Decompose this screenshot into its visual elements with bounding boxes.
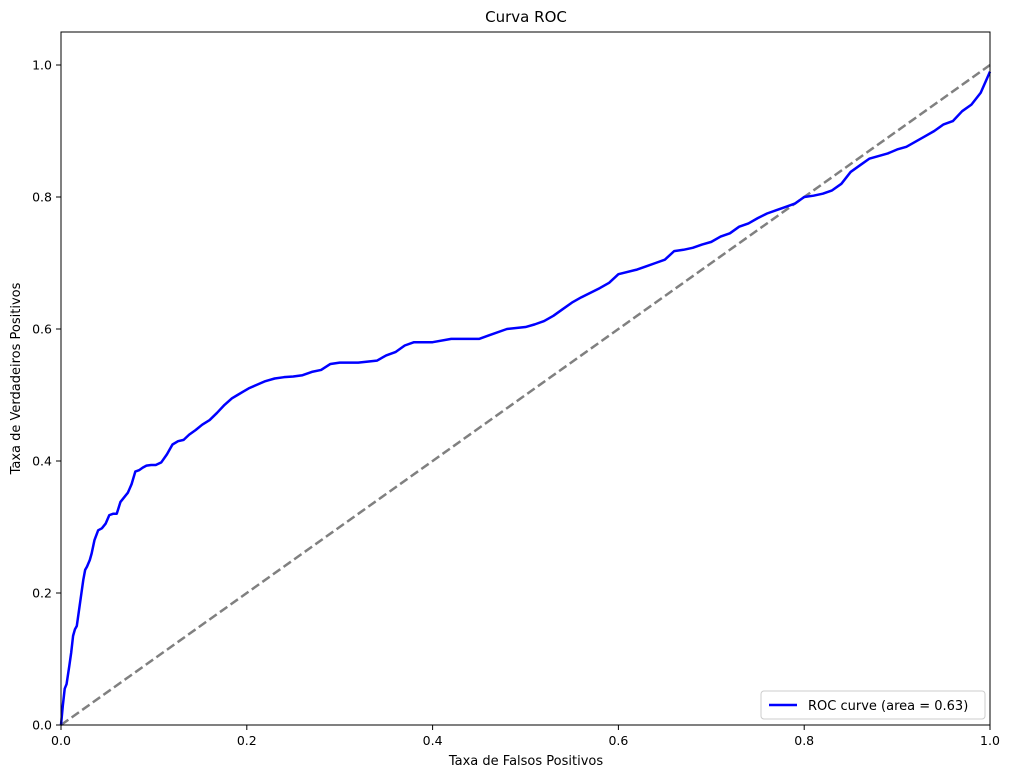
y-tick-label: 0.0 [32, 718, 52, 733]
legend: ROC curve (area = 0.63) [760, 690, 986, 720]
x-tick-label: 0.0 [51, 733, 71, 748]
y-tick-label: 0.2 [32, 586, 52, 601]
y-tick-label: 0.6 [32, 322, 52, 337]
x-tick-label: 0.2 [237, 733, 257, 748]
x-axis-label: Taxa de Falsos Positivos [448, 754, 603, 769]
chance-diagonal-line [60, 63, 991, 727]
legend-box [760, 690, 986, 720]
roc-curve-line [59, 71, 992, 726]
y-axis-label: Taxa de Verdadeiros Positivos [9, 282, 24, 475]
x-tick-label: 0.4 [423, 733, 443, 748]
x-tick-label: 1.0 [980, 733, 1000, 748]
x-tick-label: 0.8 [794, 733, 814, 748]
x-tick-label: 0.6 [608, 733, 628, 748]
chart-title: Curva ROC [485, 8, 567, 26]
y-tick-label: 0.4 [32, 454, 52, 469]
y-axis-ticks: 0.0 0.2 0.4 0.6 0.8 1.0 [32, 58, 61, 733]
y-tick-label: 0.8 [32, 190, 52, 205]
x-axis-ticks: 0.0 0.2 0.4 0.6 0.8 1.0 [51, 725, 1000, 748]
legend-label-roc: ROC curve (area = 0.63) [808, 699, 968, 714]
plot-area [61, 32, 990, 725]
plot-frame [60, 31, 991, 726]
series-layer [59, 63, 992, 727]
y-tick-label: 1.0 [32, 58, 52, 73]
